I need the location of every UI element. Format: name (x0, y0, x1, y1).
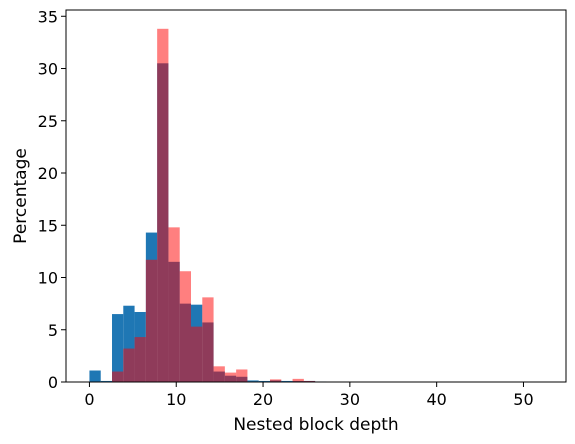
bars-layer (89, 28, 327, 382)
histogram-bar-series-2-bin-8 (191, 326, 203, 382)
y-tick-label: 0 (48, 373, 58, 392)
histogram-bar-series-1-bin-1 (89, 370, 101, 382)
y-axis-ticks: 0 5 10 15 20 25 30 35 (38, 7, 66, 392)
histogram-bar-series-2-bin-10 (213, 366, 225, 382)
histogram-bar-series-2-bin-11 (224, 372, 237, 382)
histogram-bar-series-2-bin-4 (145, 259, 158, 382)
histogram-bar-series-1-bin-4 (123, 305, 135, 382)
x-tick-label: 10 (166, 390, 186, 409)
histogram-bar-series-1-bin-18 (281, 380, 293, 382)
histogram-bar-series-1-bin-2 (100, 380, 113, 382)
y-tick-label: 35 (38, 7, 58, 26)
x-tick-label: 40 (426, 390, 446, 409)
y-axis-label: Percentage (11, 148, 31, 244)
y-tick-label: 30 (38, 60, 58, 79)
y-tick-label: 20 (38, 164, 58, 183)
histogram-bar-series-2-bin-9 (202, 297, 214, 382)
x-axis-label: Nested block depth (233, 415, 398, 435)
histogram-bar-series-2-bin-5 (157, 28, 169, 382)
histogram-bar-series-2-bin-6 (168, 227, 180, 382)
histogram-bar-series-1-bin-3 (112, 314, 124, 382)
axes-frame (65, 9, 567, 383)
x-tick-label: 30 (340, 390, 360, 409)
histogram-bar-series-1-bin-16 (258, 380, 270, 382)
x-tick-label: 20 (253, 390, 273, 409)
histogram-bar-series-1-bin-15 (247, 380, 259, 382)
histogram-bar-series-2-bin-7 (179, 271, 191, 382)
histogram-bar-series-2-bin-15 (303, 380, 316, 382)
x-axis-ticks: 0 10 20 30 40 50 (84, 382, 534, 409)
histogram-bar-series-2-bin-14 (292, 378, 304, 382)
histogram-bar-series-2-bin-1 (112, 371, 124, 382)
x-tick-label: 50 (513, 390, 533, 409)
y-tick-label: 10 (38, 269, 58, 288)
y-tick-label: 25 (38, 112, 58, 131)
y-tick-label: 5 (48, 321, 58, 340)
x-tick-label: 0 (84, 390, 94, 409)
histogram-bar-series-2-bin-3 (134, 337, 146, 382)
y-tick-label: 15 (38, 216, 58, 235)
histogram-bar-series-2-bin-2 (123, 348, 135, 382)
histogram-bar-series-2-bin-13 (269, 379, 282, 382)
histogram-bar-series-2-bin-12 (236, 369, 248, 382)
